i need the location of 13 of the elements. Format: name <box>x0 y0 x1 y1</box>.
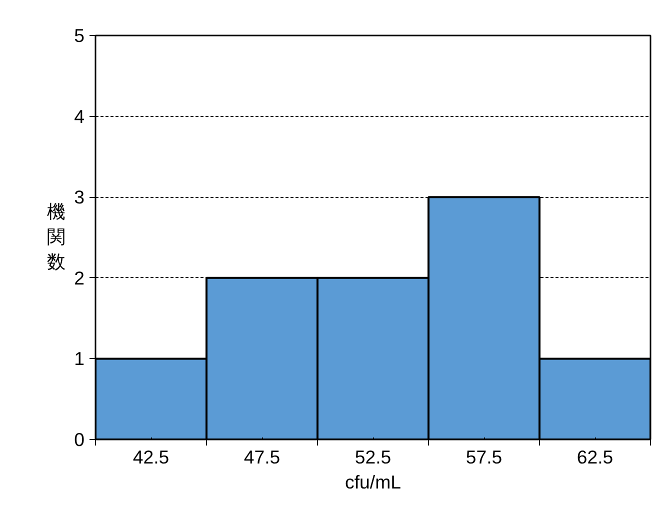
y-axis-title: 機関数 <box>47 202 66 274</box>
y-tick-label: 0 <box>74 429 85 450</box>
y-tick-label: 3 <box>74 186 85 208</box>
y-tick-label: 5 <box>74 25 85 46</box>
x-tick-label: 62.5 <box>576 446 614 468</box>
y-tick-label: 1 <box>74 348 85 370</box>
x-tick-label: 42.5 <box>132 446 170 468</box>
y-tick-label: 2 <box>74 267 85 288</box>
x-axis-title: cfu/mL <box>345 472 402 492</box>
x-tick-label: 52.5 <box>354 446 392 468</box>
y-tick-label: 4 <box>74 106 85 127</box>
x-tick-label: 47.5 <box>244 446 280 468</box>
x-tick-label: 57.5 <box>466 446 502 468</box>
